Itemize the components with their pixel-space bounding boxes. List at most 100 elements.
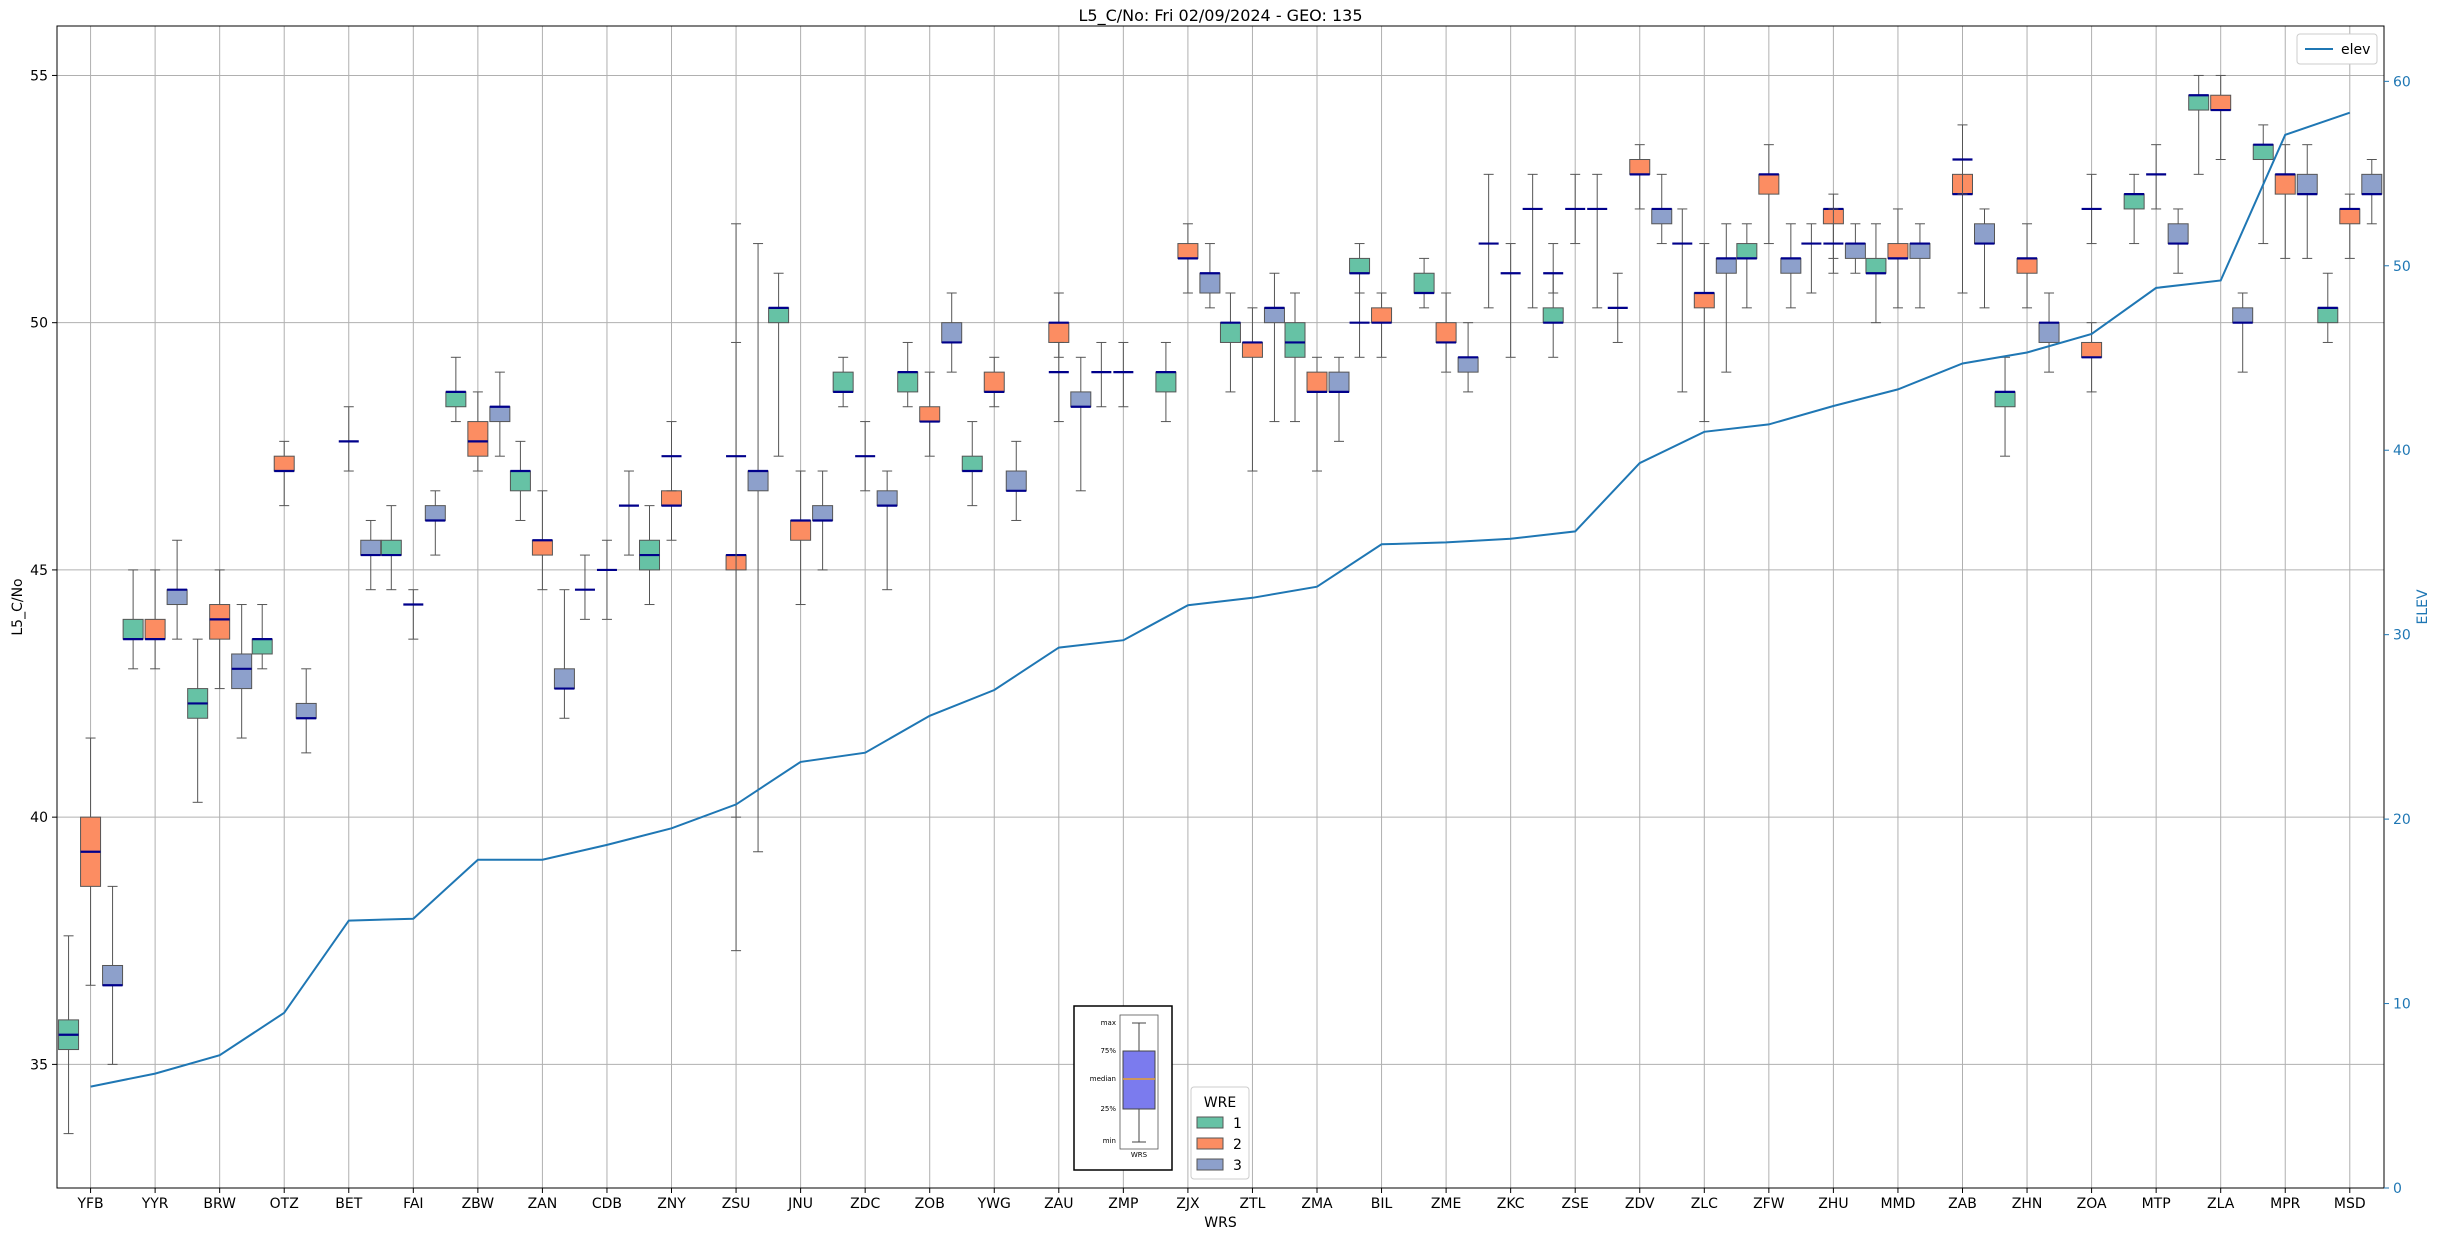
box-wre3-ZMA-box (1328, 371, 1350, 393)
x-tick-label-ZDC: ZDC (850, 1196, 880, 1212)
legend-wre-swatch-2 (1196, 1137, 1224, 1150)
legend-wre-swatch-3 (1196, 1158, 1224, 1171)
box-wre3-ZBW-box (489, 406, 511, 423)
x-tick-label-ZHN: ZHN (2012, 1196, 2043, 1212)
grid-group (57, 26, 2384, 1188)
x-tick-label-ZOB: ZOB (915, 1196, 945, 1212)
x-tick-label-ZTL: ZTL (1239, 1196, 1265, 1212)
x-tick-label-ZNY: ZNY (657, 1196, 686, 1212)
box-wre3-ZLC-box (1715, 257, 1737, 274)
legend-wre-label-1: 1 (1233, 1116, 1242, 1132)
y2-axis-label: ELEV (2415, 589, 2431, 624)
box-wre1-JNU-box (768, 307, 790, 324)
box-wre2-ZAN-box (531, 539, 553, 556)
box-wre3-YYR-box (166, 589, 188, 606)
x-tick-label-MSD: MSD (2334, 1196, 2366, 1212)
box-wre3-MMD-box (1909, 243, 1931, 259)
x-tick-label-FAI: FAI (403, 1196, 423, 1212)
y2-tick-label: 0 (2393, 1181, 2402, 1197)
box-wre1-ZFW-box (1736, 243, 1758, 259)
x-tick-label-ZJX: ZJX (1176, 1196, 1200, 1212)
box-wre2-ZJX-box (1177, 243, 1199, 259)
x-tick-label-ZLA: ZLA (2207, 1196, 2235, 1212)
box-wre3-ZSU-box (747, 470, 769, 492)
box-wre2-BIL-box (1371, 307, 1393, 324)
x-tick-label-ZDV: ZDV (1625, 1196, 1655, 1212)
box-wre3-MPR-box (2296, 173, 2318, 195)
box-wre3-ZME-box (1457, 356, 1479, 373)
box-wre2-YYR-box (144, 618, 166, 640)
box-wre3-ZJX-box (1199, 272, 1221, 294)
box-wre2-YWG-box (983, 371, 1005, 393)
plot-frame (56, 25, 2385, 1189)
box-wre3-MSD-box (2361, 173, 2383, 195)
legend-wre-label-3: 3 (1233, 1158, 1242, 1174)
x-tick-label-OTZ: OTZ (270, 1196, 299, 1212)
box-wre3-MTP-box (2167, 223, 2189, 245)
box-wre2-ZMA-box (1306, 371, 1328, 393)
x-axis-label: WRS (1204, 1215, 1237, 1231)
y2-tick-label: 30 (2393, 628, 2411, 644)
x-tick-label-ZSE: ZSE (1562, 1196, 1589, 1212)
box-wre3-ZDV-box (1651, 208, 1673, 225)
legend-line-label: elev (2341, 42, 2370, 58)
box-wre1-ZOB-box (897, 371, 919, 393)
x-tick-label-ZHU: ZHU (1818, 1196, 1848, 1212)
box-wre2-ZOB-box (919, 406, 941, 423)
box-wre3-ZAB-box (1973, 223, 1995, 245)
x-tick-label-BIL: BIL (1371, 1196, 1393, 1212)
inset-xlabel: WRS (1131, 1151, 1148, 1159)
inset-label-0: max (1101, 1019, 1116, 1027)
x-tick-label-BRW: BRW (203, 1196, 236, 1212)
box-wre2-ZBW-box (467, 421, 489, 457)
inset-label-2: median (1090, 1075, 1116, 1083)
y2-tick-label: 50 (2393, 259, 2411, 275)
y2-tick-label: 40 (2393, 443, 2411, 459)
x-tick-label-ZAN: ZAN (528, 1196, 558, 1212)
box-wre2-ZOA-box (2081, 341, 2103, 358)
box-wre1-ZBW-box (445, 391, 467, 408)
x-tick-label-MPR: MPR (2270, 1196, 2301, 1212)
legend-wre-label-2: 2 (1233, 1137, 1242, 1153)
plot-background (57, 26, 2384, 1188)
box-wre1-YYR-box (122, 618, 144, 640)
box-wre3-ZHN-box (2038, 322, 2060, 343)
box-wre1-OTZ-box (251, 638, 273, 655)
x-tick-label-ZSU: ZSU (722, 1196, 751, 1212)
box-wre2-MMD-box (1887, 243, 1909, 259)
inset-label-4: min (1103, 1137, 1116, 1145)
x-tick-label-YWG: YWG (977, 1196, 1011, 1212)
box-wre2-JNU-box (790, 519, 812, 541)
x-tick-label-CDB: CDB (592, 1196, 622, 1212)
x-tick-label-ZMA: ZMA (1301, 1196, 1333, 1212)
y-tick-label: 45 (30, 563, 48, 579)
box-wre1-ZDC-box (832, 371, 854, 393)
box-wre2-ZHN-box (2016, 257, 2038, 274)
box-wre1-MSD-box (2317, 307, 2339, 324)
legend-wre-swatch-1 (1196, 1116, 1224, 1129)
x-tick-label-JNU: JNU (787, 1196, 813, 1212)
elev-line (90, 111, 2351, 1088)
box-wre2-ZDV-box (1629, 159, 1651, 175)
box-wre1-ZME-box (1413, 272, 1435, 294)
box-wre1-FAI-box (380, 539, 402, 556)
box-wre3-YWG-box (1005, 470, 1027, 492)
box-wre3-BRW-box (231, 653, 253, 690)
box-wre3-ZHU-box (1844, 243, 1866, 259)
y-axis-label: L5_C/No (10, 578, 26, 635)
legend-wre-box (1190, 1086, 1250, 1180)
box-wre1-ZTL-box (1219, 322, 1241, 343)
box-wre3-ZAU-box (1070, 391, 1092, 408)
box-wre2-ZFW-box (1758, 173, 1780, 195)
box-wre3-OTZ-box (295, 702, 317, 719)
box-wre1-MTP-box (2123, 193, 2145, 210)
box-wre3-ZOB-box (941, 322, 963, 343)
x-tick-label-ZME: ZME (1431, 1196, 1462, 1212)
box-wre2-ZME-box (1435, 322, 1457, 343)
box-group (58, 74, 2383, 1135)
box-wre2-ZAU-box (1048, 322, 1070, 343)
box-wre3-JNU-box (812, 505, 834, 521)
legend-wre-title: WRE (1204, 1095, 1236, 1111)
